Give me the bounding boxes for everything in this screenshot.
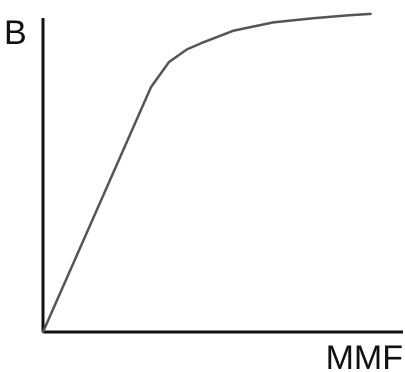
y-axis-label: B: [4, 14, 27, 52]
series-line-magnetization-curve: [41, 12, 372, 334]
x-axis-label: MMF: [326, 339, 403, 372]
